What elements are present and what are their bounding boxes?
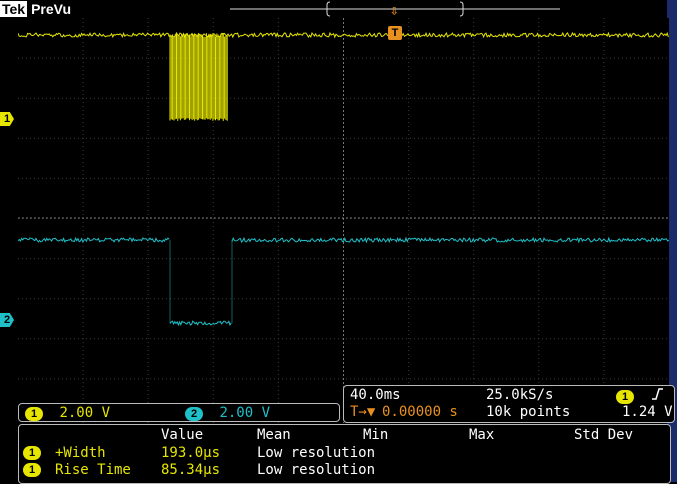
record-view-bar [0,0,677,18]
measurement-row[interactable]: 1 Rise Time 85.34µs Low resolution [23,462,663,479]
channel-1-burst [170,33,227,121]
channel-2-marker[interactable]: 2 [0,313,14,327]
channel-2-waveform [232,238,669,242]
channel-2-scale[interactable]: 2 2.00 V [185,405,270,421]
channel-2-waveform [18,238,169,242]
trigger-position-value: 0.00000 s [382,404,458,420]
measurement-value: 193.0µs [161,445,220,461]
channel-2-badge: 2 [185,407,203,421]
channel-1-scale[interactable]: 1 2.00 V [25,405,110,421]
col-header-value: Value [161,427,203,443]
sample-rate-value: 25.0kS/s [486,387,553,403]
trigger-position-prefix-icon: T→▼ [350,404,375,420]
channel-2-low-level [170,321,231,325]
trigger-source-badge: 1 [616,388,634,404]
measurement-name: Rise Time [55,462,131,478]
channel-2-scale-value: 2.00 V [219,405,270,421]
channel-1-marker[interactable]: 1 [0,112,14,126]
channel-1-scale-value: 2.00 V [59,405,110,421]
trigger-level-value: 1.24 V [622,404,673,420]
trigger-marker[interactable]: T [388,26,402,40]
measurement-mean: Low resolution [257,462,375,478]
col-header-max: Max [469,427,494,443]
channel-1-waveform [18,33,668,37]
record-length-value: 10k points [486,404,570,420]
channel-1-badge: 1 [25,407,43,421]
acquisition-readout[interactable]: 40.0ms 25.0kS/s 1 T→▼ 0.00000 s 10k poin… [343,385,675,423]
measurement-value: 85.34µs [161,462,220,478]
vertical-scale-box: 1 2.00 V 2 2.00 V [18,403,340,422]
top-bar: Tek PreVu ⇩ [0,0,677,18]
timebase-value: 40.0ms [350,387,401,403]
col-header-min: Min [363,427,388,443]
graticule [18,18,669,423]
measurement-table: Value Mean Min Max Std Dev 1 +Width 193.… [18,424,671,484]
measurement-mean: Low resolution [257,445,375,461]
measurement-name: +Width [55,445,106,461]
waveform-display[interactable] [18,18,669,423]
col-header-mean: Mean [257,427,291,443]
trigger-position-arrow-icon[interactable]: ⇩ [390,3,398,19]
col-header-std-dev: Std Dev [574,427,633,443]
rising-edge-icon [650,386,664,406]
measurement-row[interactable]: 1 +Width 193.0µs Low resolution [23,445,663,462]
